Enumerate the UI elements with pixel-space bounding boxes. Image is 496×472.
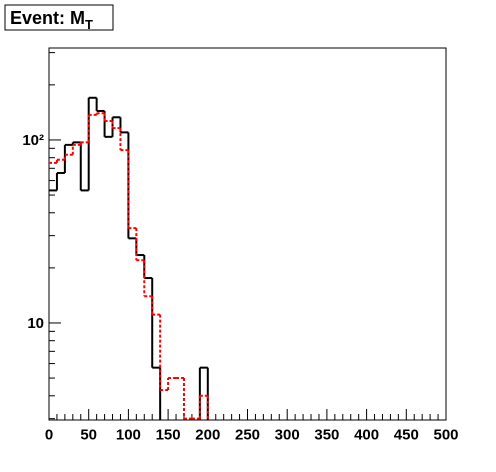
plot-frame bbox=[48, 47, 447, 421]
chart-title: Event: MT bbox=[10, 8, 93, 32]
x-tick-label: 450 bbox=[394, 426, 419, 443]
x-tick-label: 100 bbox=[116, 426, 141, 443]
x-tick-label: 0 bbox=[45, 426, 53, 443]
x-tick-label: 300 bbox=[275, 426, 300, 443]
x-tick-label: 150 bbox=[156, 426, 181, 443]
title-sub: T bbox=[85, 17, 93, 32]
title-main: Event: M bbox=[10, 8, 85, 28]
x-tick-label: 350 bbox=[314, 426, 339, 443]
y-tick-label: 10² bbox=[22, 132, 44, 149]
y-tick-label: 10 bbox=[27, 315, 44, 332]
x-tick-label: 400 bbox=[354, 426, 379, 443]
histograms bbox=[49, 96, 209, 420]
x-tick-label: 500 bbox=[433, 426, 458, 443]
x-tick-label: 250 bbox=[235, 426, 260, 443]
x-tick-label: 200 bbox=[195, 426, 220, 443]
title-box bbox=[4, 4, 114, 31]
x-tick-label: 50 bbox=[80, 426, 97, 443]
